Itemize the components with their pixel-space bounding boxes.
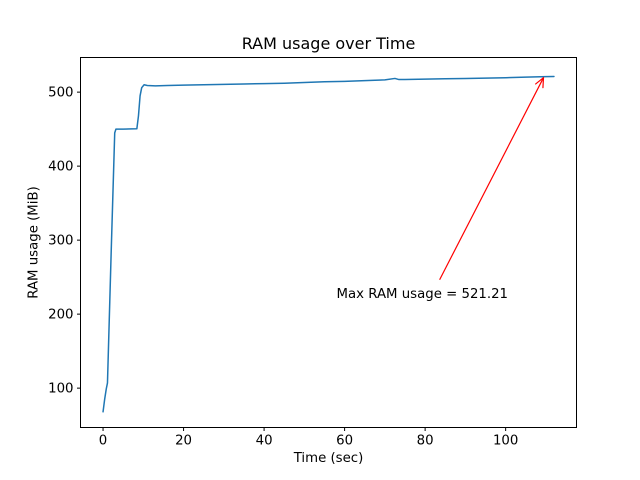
y-tick-label: 200 [48, 308, 73, 323]
plot-area: 0 20 40 60 80 100 100 200 300 400 500 Max RAM usage… [48, 57, 577, 449]
y-tick-label: 400 [48, 160, 73, 175]
y-axis-label: RAM usage (MiB) [27, 186, 42, 299]
chart-title: RAM usage over Time [242, 34, 416, 53]
axes-spines [80, 57, 577, 428]
annotation-arrow-head [542, 77, 545, 89]
annotation-text: Max RAM usage = 521.21 [337, 287, 508, 302]
x-tick-label: 20 [175, 434, 192, 449]
x-axis-label: Time (sec) [293, 451, 364, 466]
x-tick-label: 60 [336, 434, 353, 449]
annotation-arrow-shaft [439, 77, 545, 280]
y-tick-label: 100 [48, 382, 73, 397]
annotation-arrow-head [535, 77, 545, 85]
y-tick-label: 500 [48, 86, 73, 101]
ram-usage-line [102, 75, 555, 413]
x-tick-label: 40 [256, 434, 273, 449]
x-tick-label: 0 [99, 434, 107, 449]
y-tick-label: 300 [48, 234, 73, 249]
x-tick-label: 80 [417, 434, 434, 449]
x-tick-label: 100 [493, 434, 518, 449]
